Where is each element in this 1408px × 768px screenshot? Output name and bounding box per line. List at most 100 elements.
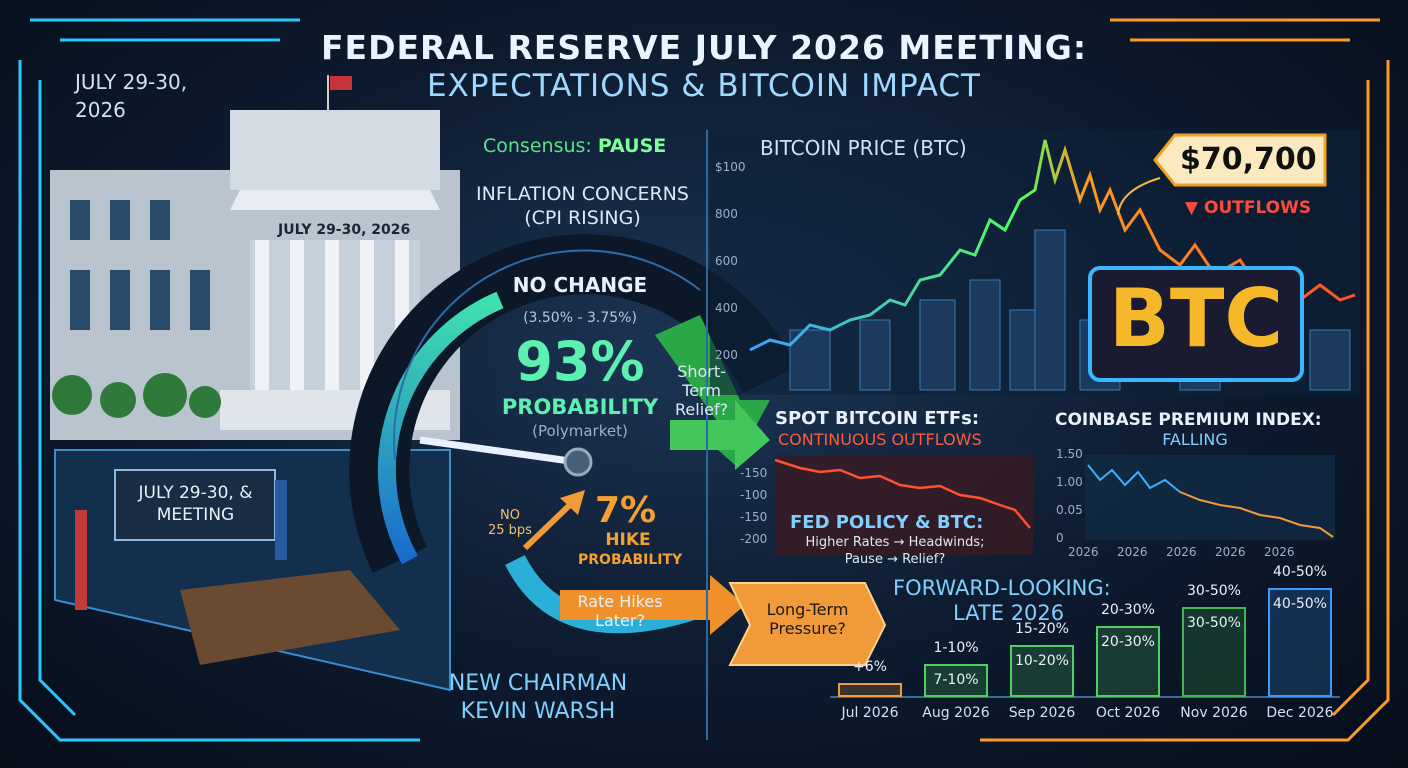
forward-bar [1096,626,1160,697]
bar-inner-label: 40-50% [1273,596,1327,612]
short-term: Short- Term Relief? [675,362,728,419]
inflation-line: (CPI RISING) [524,207,641,229]
meeting-sign-line: JULY 29-30, & [138,483,253,503]
meeting-sign-line: MEETING [156,505,235,525]
policy-line: Pause → Relief? [844,552,946,567]
hike-label-line: PROBABILITY [578,552,683,568]
date-line: 2026 [75,98,126,122]
bar-top-label: 15-20% [1015,621,1069,637]
y-tick-label: $100 [715,160,746,174]
bar-top-label: +6% [853,659,887,675]
hike-marker: NO 25 bps [488,508,532,538]
date-line: JULY 29-30, [75,70,188,94]
forward-title: FORWARD-LOOKING: LATE 2026 [893,576,1111,626]
hike-marker-line: NO [499,508,520,523]
forward-bar [1010,645,1074,697]
bar-inner-label: 20-30% [1101,634,1155,650]
policy-title: FED POLICY & BTC: [790,512,984,533]
date: JULY 29-30, 2026 [75,68,187,124]
frame [18,18,1390,742]
inflation-line: INFLATION CONCERNS [476,183,689,205]
y-tick-label: 400 [715,301,738,315]
hike: 7% [595,490,657,531]
y-tick-label: 1.50 [1056,447,1083,461]
short-term-line: Short- [677,362,726,381]
hike-marker-line: 25 bps [488,523,532,538]
y-tick-label: 0.05 [1056,503,1083,517]
forward-bar [838,683,902,697]
bar-top-label: 40-50% [1273,564,1327,580]
y-tick-label: -200 [740,532,768,546]
x-tick-label: Sep 2026 [1008,705,1076,721]
forward-bar [924,664,988,697]
policy-text: Higher Rates → Headwinds; Pause → Relief? [760,534,1030,568]
y-tick-label: 600 [715,254,738,268]
probability-source: (Polymarket) [532,422,628,440]
arrows [505,315,887,666]
long-term: Long-Term Pressure? [745,600,870,638]
consensus-value: PAUSE [597,135,667,157]
x-tick-label: 2026 [1166,545,1197,559]
hike-label-line: HIKE [605,530,651,550]
x-tick-label: Jul 2026 [841,705,899,721]
x-tick-label: Nov 2026 [1180,705,1248,721]
consensus-label: Consensus: [483,135,592,157]
forward-title-line: FORWARD-LOOKING: [893,576,1111,600]
chairman: NEW CHAIRMAN KEVIN WARSH [438,670,638,726]
bar-top-label: 30-50% [1187,583,1241,599]
x-tick-label: 2026 [1068,545,1099,559]
etf-subtitle: CONTINUOUS OUTFLOWS [778,430,982,449]
inflation: INFLATION CONCERNS (CPI RISING) [440,182,725,230]
y-tick-label: -150 [740,466,768,480]
meeting-room [54,449,451,692]
x-tick-label: Dec 2026 [1266,705,1334,721]
subtitle: EXPECTATIONS & BITCOIN IMPACT [427,68,981,104]
coinbase-title: COINBASE PREMIUM INDEX: [1055,410,1322,430]
etf-chart [774,455,1033,555]
btc-price: $70,700 [1180,142,1317,177]
y-tick-label: -100 [740,488,768,502]
rate-hikes: Rate Hikes Later? [560,592,680,630]
policy-line: Higher Rates → Headwinds; [805,535,985,550]
probability-label: PROBABILITY [501,395,659,419]
x-tick-label: Oct 2026 [1095,705,1161,721]
x-tick-label: 2026 [1264,545,1295,559]
coinbase-chart [1085,455,1335,540]
y-tick-label: 0 [1056,531,1064,545]
y-tick-label: 800 [715,207,738,221]
forward-bar [1268,588,1332,697]
consensus: Consensus: PAUSE [483,135,666,157]
coinbase-subtitle: FALLING [1162,430,1228,449]
x-tick-label: 2026 [1117,545,1148,559]
title: FEDERAL RESERVE JULY 2026 MEETING: [320,28,1088,67]
gauge-range: (3.50% - 3.75%) [523,310,637,326]
meeting-sign: JULY 29-30, & MEETING [118,482,273,526]
bar-inner-label: 10-20% [1015,653,1069,669]
rate-hikes-line: Later? [595,611,645,630]
bar-inner-label: 7-10% [933,672,979,688]
bar-top-label: 20-30% [1101,602,1155,618]
chairman-line: NEW CHAIRMAN [448,671,628,696]
building-sign: JULY 29-30, 2026 [278,222,411,238]
y-tick-label: 1.00 [1056,475,1083,489]
forward-bar [1182,607,1246,697]
btc-title: BITCOIN PRICE (BTC) [760,136,967,160]
short-term-line: Term [682,381,721,400]
short-term-line: Relief? [675,400,729,419]
bar-top-label: 1-10% [933,640,979,656]
bar-inner-label: 30-50% [1187,615,1241,631]
y-tick-label: -150 [740,510,768,524]
y-tick-label: 200 [715,348,738,362]
hike-label: HIKE PROBABILITY [578,530,683,570]
gauge-title: NO CHANGE [512,273,648,297]
outflows: ▼ OUTFLOWS [1185,198,1312,218]
forward-title-line: LATE 2026 [953,601,1065,625]
btc-chart [710,130,1360,395]
long-term-line: Pressure? [769,619,846,638]
chairman-line: KEVIN WARSH [460,699,616,724]
probability: 93% [515,330,645,393]
x-tick-label: 2026 [1215,545,1246,559]
long-term-line: Long-Term [766,600,849,619]
